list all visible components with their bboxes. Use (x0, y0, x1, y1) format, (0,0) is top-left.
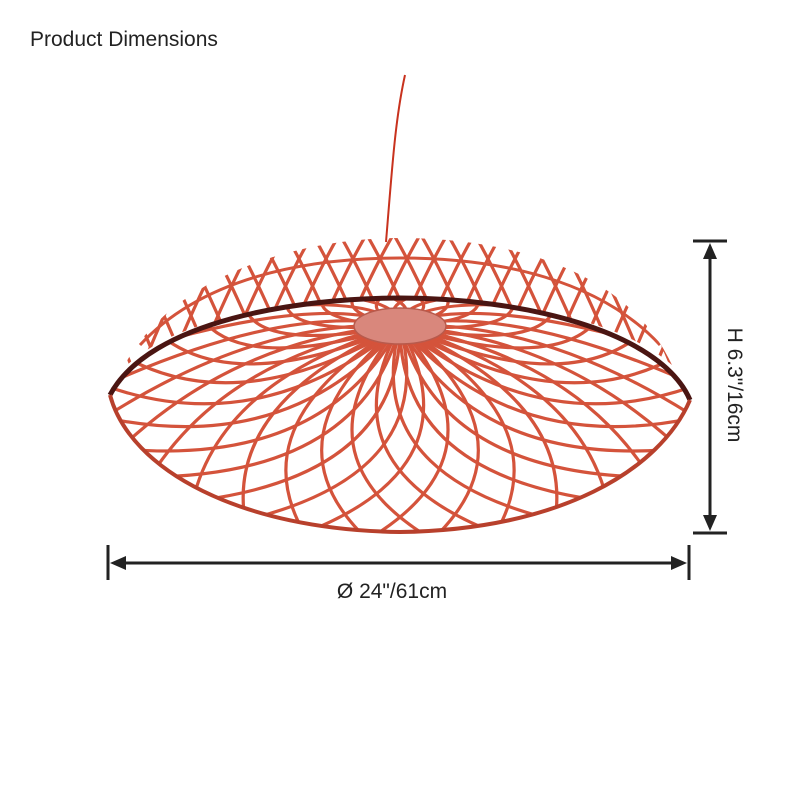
crown-strut (122, 238, 139, 370)
crown-strut (122, 238, 193, 370)
width-arrow (106, 545, 691, 580)
crown-strut (40, 230, 110, 380)
height-label: H 6.3"/16cm (723, 328, 746, 443)
lattice-strut (323, 324, 450, 532)
height-arrow (693, 239, 727, 535)
crown-strut (621, 238, 672, 370)
title: Product Dimensions (30, 28, 218, 51)
lattice-strut (398, 324, 480, 532)
lamp-rim (107, 295, 693, 401)
lattice-strut (241, 298, 401, 337)
lattice-strut (350, 324, 477, 532)
lattice-strut (320, 324, 402, 532)
cord (385, 74, 406, 243)
crown-ring (138, 256, 662, 347)
lattice-strut (399, 298, 559, 337)
lamp-hub (353, 307, 447, 345)
lamp-edge (108, 394, 692, 535)
width-label: Ø 24"/61cm (337, 580, 447, 603)
lamp-dome (110, 298, 690, 532)
